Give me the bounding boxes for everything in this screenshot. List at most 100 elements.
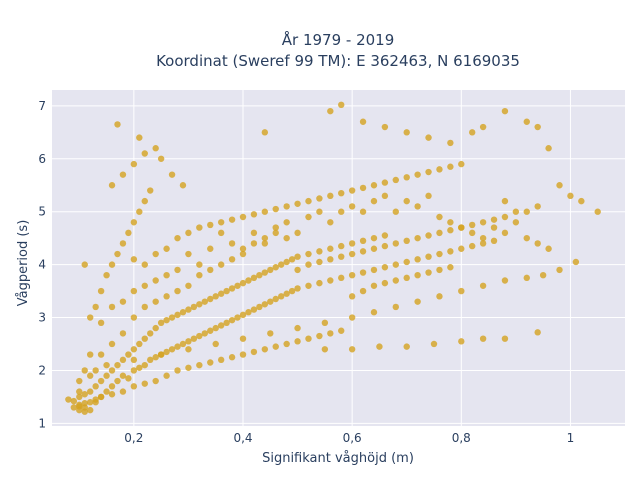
- data-point: [523, 274, 530, 282]
- data-point: [447, 219, 454, 226]
- x-tick-label: 0,6: [343, 431, 362, 445]
- data-point: [370, 182, 378, 189]
- data-point: [119, 240, 127, 247]
- data-point: [403, 343, 410, 350]
- data-point: [479, 240, 487, 247]
- data-point: [119, 372, 127, 379]
- data-point: [185, 250, 192, 258]
- data-point: [141, 261, 148, 268]
- data-point: [136, 364, 143, 371]
- data-point: [338, 242, 345, 250]
- y-tick-labels: 1 2 3 4 5 6 7: [38, 99, 46, 430]
- data-point: [381, 279, 389, 287]
- data-point: [87, 406, 94, 414]
- data-point: [283, 234, 290, 242]
- data-point: [76, 377, 83, 385]
- data-point: [217, 229, 225, 237]
- data-point: [250, 211, 258, 218]
- data-point: [65, 396, 72, 403]
- data-point: [425, 253, 432, 260]
- data-point: [370, 234, 378, 242]
- data-point: [403, 274, 410, 282]
- data-point: [196, 271, 203, 279]
- data-point: [425, 269, 432, 276]
- data-point: [152, 324, 159, 332]
- data-point: [294, 285, 301, 292]
- data-point: [152, 377, 159, 385]
- data-point: [272, 264, 279, 271]
- data-point: [283, 219, 290, 226]
- data-point: [376, 343, 383, 350]
- data-point: [125, 375, 132, 382]
- data-point: [316, 332, 323, 340]
- data-point: [479, 282, 487, 289]
- data-point: [114, 377, 121, 385]
- data-point: [239, 250, 247, 258]
- data-point: [294, 253, 301, 260]
- data-point: [185, 306, 192, 313]
- data-point: [479, 234, 487, 242]
- data-point: [108, 261, 116, 268]
- data-point: [327, 245, 334, 252]
- data-point: [436, 229, 443, 237]
- data-point: [87, 372, 94, 379]
- data-point: [539, 271, 547, 279]
- data-point: [381, 232, 389, 239]
- data-point: [321, 346, 329, 353]
- data-point: [288, 256, 296, 263]
- data-point: [512, 219, 520, 226]
- data-point: [327, 219, 334, 226]
- data-point: [425, 232, 432, 239]
- data-point: [207, 245, 214, 252]
- data-point: [414, 271, 421, 279]
- data-point: [179, 340, 187, 348]
- data-point: [119, 388, 127, 395]
- data-point: [174, 287, 181, 295]
- data-point: [381, 242, 389, 250]
- data-point: [267, 330, 274, 337]
- data-point: [97, 377, 105, 385]
- data-point: [272, 229, 279, 237]
- data-point: [348, 203, 356, 210]
- data-point: [125, 351, 132, 358]
- data-point: [168, 171, 176, 178]
- data-point: [327, 192, 334, 200]
- y-tick-label: 2: [38, 363, 46, 377]
- data-point: [370, 309, 378, 316]
- data-point: [447, 264, 454, 271]
- data-point: [130, 356, 138, 364]
- data-point: [359, 237, 367, 245]
- data-point: [245, 309, 252, 316]
- data-point: [501, 107, 509, 115]
- data-point: [294, 200, 301, 207]
- data-point: [327, 107, 334, 115]
- data-point: [338, 208, 345, 215]
- data-point: [234, 282, 241, 289]
- x-tick-label: 0,2: [124, 431, 143, 445]
- data-point: [316, 195, 323, 202]
- data-point: [305, 250, 312, 258]
- data-point: [141, 282, 148, 289]
- data-point: [136, 134, 143, 141]
- data-point: [278, 261, 285, 268]
- data-point: [141, 150, 148, 157]
- data-point: [152, 277, 159, 284]
- data-point: [534, 329, 541, 336]
- data-point: [228, 285, 236, 292]
- data-point: [436, 250, 443, 258]
- data-point: [250, 240, 258, 247]
- data-point: [414, 203, 421, 210]
- data-point: [70, 404, 78, 411]
- data-point: [119, 171, 127, 178]
- data-point: [370, 282, 378, 289]
- data-point: [567, 192, 574, 200]
- data-point: [256, 303, 263, 311]
- data-point: [403, 129, 410, 136]
- data-point: [305, 282, 312, 289]
- data-point: [523, 234, 530, 242]
- data-point: [201, 298, 208, 305]
- data-point: [152, 250, 159, 258]
- data-point: [523, 208, 530, 215]
- data-point: [556, 182, 563, 189]
- data-point: [414, 256, 421, 263]
